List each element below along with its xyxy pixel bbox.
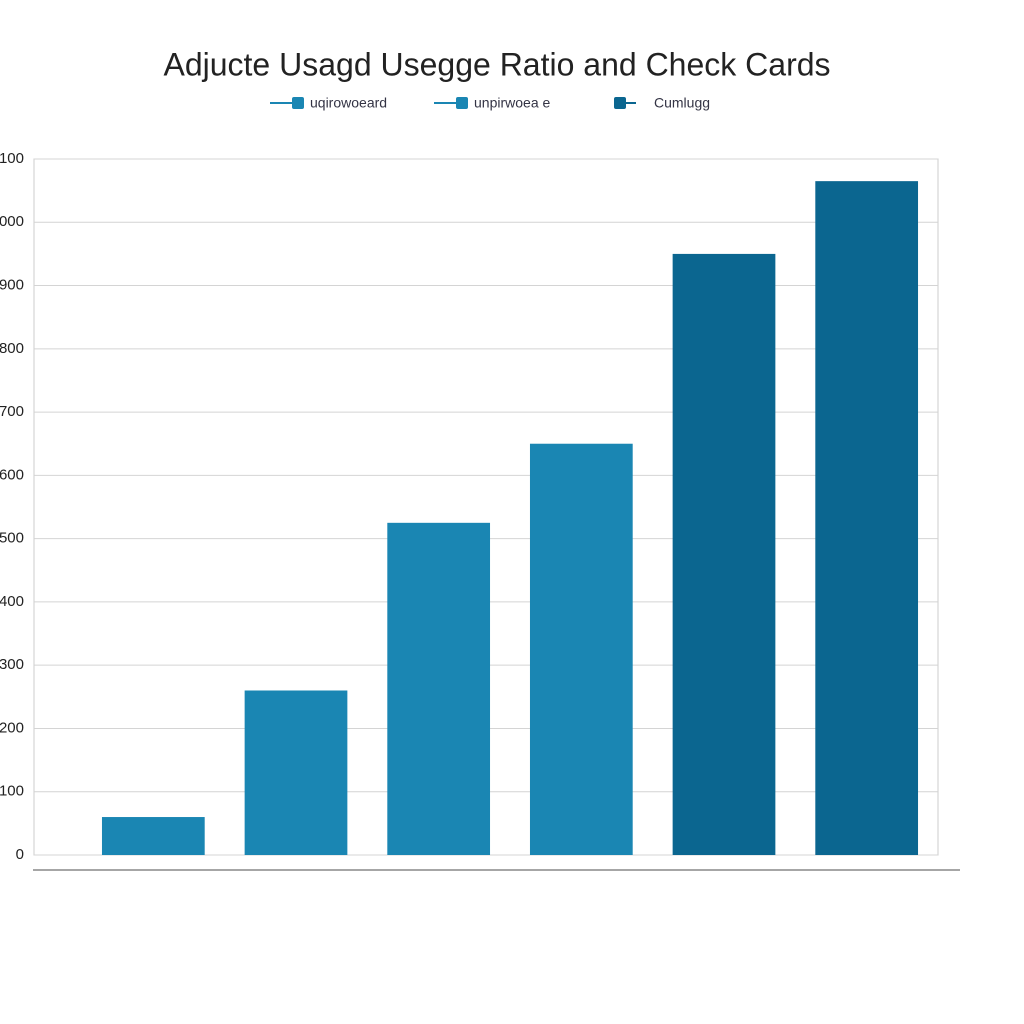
legend-swatch: [614, 97, 626, 109]
bar: [387, 522, 491, 855]
bar: [672, 253, 776, 856]
legend-label: Cumlugg: [654, 95, 710, 111]
y-tick-label: 900: [0, 277, 24, 294]
legend-swatch: [456, 97, 468, 109]
y-tick-label: 600: [0, 466, 24, 483]
y-tick-label: 400: [0, 593, 24, 610]
bar: [529, 443, 633, 855]
chart-title: Adjucte Usagd Usegge Ratio and Check Car…: [163, 46, 830, 82]
y-tick-label: 800: [0, 340, 24, 357]
bar: [244, 690, 348, 855]
legend-swatch: [292, 97, 304, 109]
y-tick-label: 300: [0, 656, 24, 673]
bar: [101, 817, 205, 855]
y-tick-label: 1000: [0, 213, 24, 230]
y-tick-label: 100: [0, 783, 24, 800]
y-tick-label: 0: [16, 846, 24, 863]
y-tick-label: 1100: [0, 150, 24, 167]
legend-label: uqirowoeard: [310, 95, 387, 111]
bar: [815, 181, 919, 856]
y-tick-label: 200: [0, 719, 24, 736]
y-tick-label: 700: [0, 403, 24, 420]
legend-label: unpirwoea e: [474, 95, 550, 111]
y-tick-label: 500: [0, 530, 24, 547]
